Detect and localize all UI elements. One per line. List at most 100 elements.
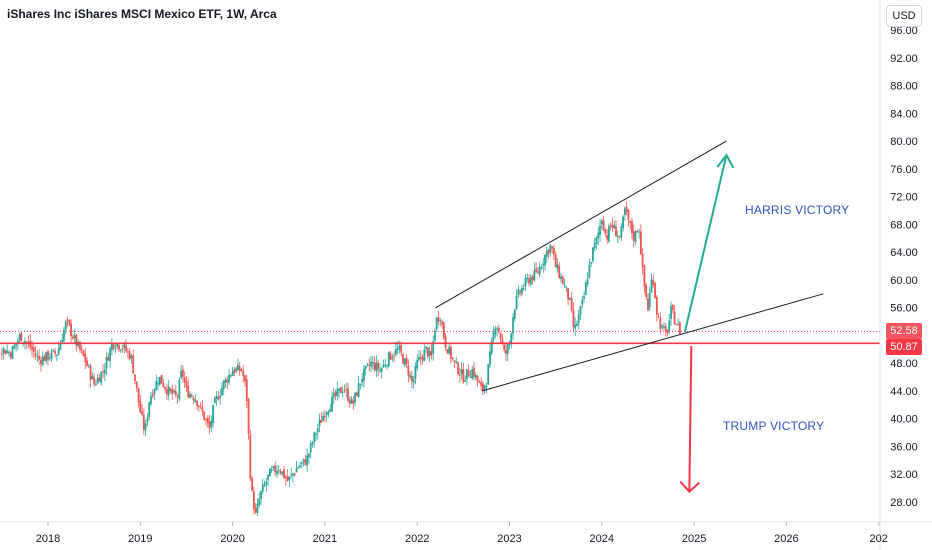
bearish-arrow-shaft bbox=[688, 345, 693, 492]
candle-body bbox=[169, 388, 172, 391]
candle-body bbox=[382, 364, 385, 368]
candle-body bbox=[148, 402, 151, 418]
candle-body bbox=[402, 354, 404, 364]
candle-body bbox=[583, 296, 585, 299]
candle-body bbox=[114, 348, 117, 350]
candle-body bbox=[577, 314, 580, 324]
candle-body bbox=[151, 394, 154, 397]
candle-body bbox=[153, 389, 156, 395]
candle-body bbox=[253, 491, 255, 510]
candle-body bbox=[648, 292, 651, 308]
candle-body bbox=[524, 278, 527, 287]
candle-body bbox=[515, 295, 518, 309]
candle-body bbox=[109, 348, 112, 362]
candle-body bbox=[297, 467, 300, 469]
candle-body bbox=[409, 374, 411, 378]
candle-body bbox=[639, 231, 642, 255]
candle-body bbox=[84, 354, 87, 363]
candle-body bbox=[441, 321, 443, 325]
candle-body bbox=[625, 206, 628, 212]
candle-body bbox=[604, 229, 607, 234]
candle-body bbox=[237, 364, 239, 371]
chart-title: iShares Inc iShares MSCI Mexico ETF, 1W,… bbox=[7, 7, 277, 21]
candle-body bbox=[492, 332, 495, 341]
candle-body bbox=[471, 369, 474, 379]
candle-body bbox=[166, 389, 168, 395]
candle-body bbox=[490, 340, 493, 354]
candle-body bbox=[299, 465, 301, 467]
candle-body bbox=[0, 353, 3, 355]
candle-body bbox=[592, 247, 594, 261]
candle-body bbox=[134, 374, 136, 381]
price-tick-label: 32.00 bbox=[890, 469, 918, 481]
candle-body bbox=[219, 395, 222, 399]
candle-body bbox=[8, 352, 10, 354]
candle-body bbox=[567, 288, 569, 300]
candle-body bbox=[673, 311, 676, 325]
candle-body bbox=[410, 375, 413, 382]
candle-body bbox=[75, 334, 78, 347]
candle-body bbox=[331, 396, 333, 412]
candle-body bbox=[139, 400, 142, 413]
candle-body bbox=[260, 491, 262, 499]
candle-body bbox=[549, 245, 552, 253]
candle-body bbox=[446, 349, 449, 354]
candle-body bbox=[205, 419, 207, 421]
candle-body bbox=[102, 371, 104, 373]
candle-body bbox=[513, 309, 516, 319]
candle-body bbox=[229, 375, 232, 377]
candle-body bbox=[128, 351, 131, 360]
candle-body bbox=[469, 376, 472, 378]
candle-body bbox=[645, 285, 648, 297]
candle-body bbox=[650, 279, 653, 293]
bullish-arrow-head bbox=[716, 153, 735, 169]
candle-body bbox=[146, 417, 149, 422]
candle-body bbox=[460, 368, 463, 375]
price-tick-label: 72.00 bbox=[890, 192, 918, 204]
candle-body bbox=[306, 455, 309, 466]
candle-body bbox=[173, 390, 175, 393]
trump-victory-label: TRUMP VICTORY bbox=[723, 419, 825, 433]
candle-body bbox=[315, 433, 317, 435]
candle-body bbox=[178, 380, 181, 400]
candle-body bbox=[496, 328, 498, 330]
candle-body bbox=[167, 386, 170, 396]
candle-body bbox=[286, 476, 289, 481]
candle-body bbox=[634, 230, 637, 242]
candle-body bbox=[313, 432, 316, 443]
price-tick-label: 44.00 bbox=[890, 386, 918, 398]
candle-body bbox=[396, 348, 399, 351]
candle-body bbox=[430, 350, 433, 356]
currency-button[interactable]: USD bbox=[886, 5, 922, 27]
candle-body bbox=[9, 352, 12, 358]
candle-body bbox=[462, 369, 465, 383]
candle-body bbox=[157, 382, 159, 384]
candle-body bbox=[308, 453, 310, 458]
candle-body bbox=[655, 296, 658, 315]
price-tick-label: 60.00 bbox=[890, 275, 918, 287]
price-tick-label: 48.00 bbox=[890, 358, 918, 370]
candle-body bbox=[657, 316, 660, 318]
candle-body bbox=[664, 326, 667, 332]
candle-body bbox=[442, 322, 445, 338]
candle-body bbox=[267, 474, 269, 480]
candle-body bbox=[25, 341, 28, 343]
candle-body bbox=[437, 317, 440, 323]
candle-body bbox=[584, 282, 587, 296]
candle-body bbox=[132, 355, 135, 374]
candle-body bbox=[162, 383, 165, 388]
candle-body bbox=[203, 411, 206, 420]
candle-body bbox=[215, 396, 218, 399]
time-tick-label: 2022 bbox=[405, 533, 429, 545]
candle-body bbox=[141, 411, 143, 415]
candle-body bbox=[245, 379, 248, 401]
candle-body bbox=[304, 459, 307, 466]
candle-body bbox=[73, 335, 76, 338]
candle-body bbox=[231, 371, 234, 377]
candle-body bbox=[164, 387, 167, 390]
candle-body bbox=[329, 409, 332, 412]
candle-body bbox=[581, 299, 584, 305]
candle-body bbox=[361, 379, 364, 383]
candle-body bbox=[89, 366, 92, 380]
